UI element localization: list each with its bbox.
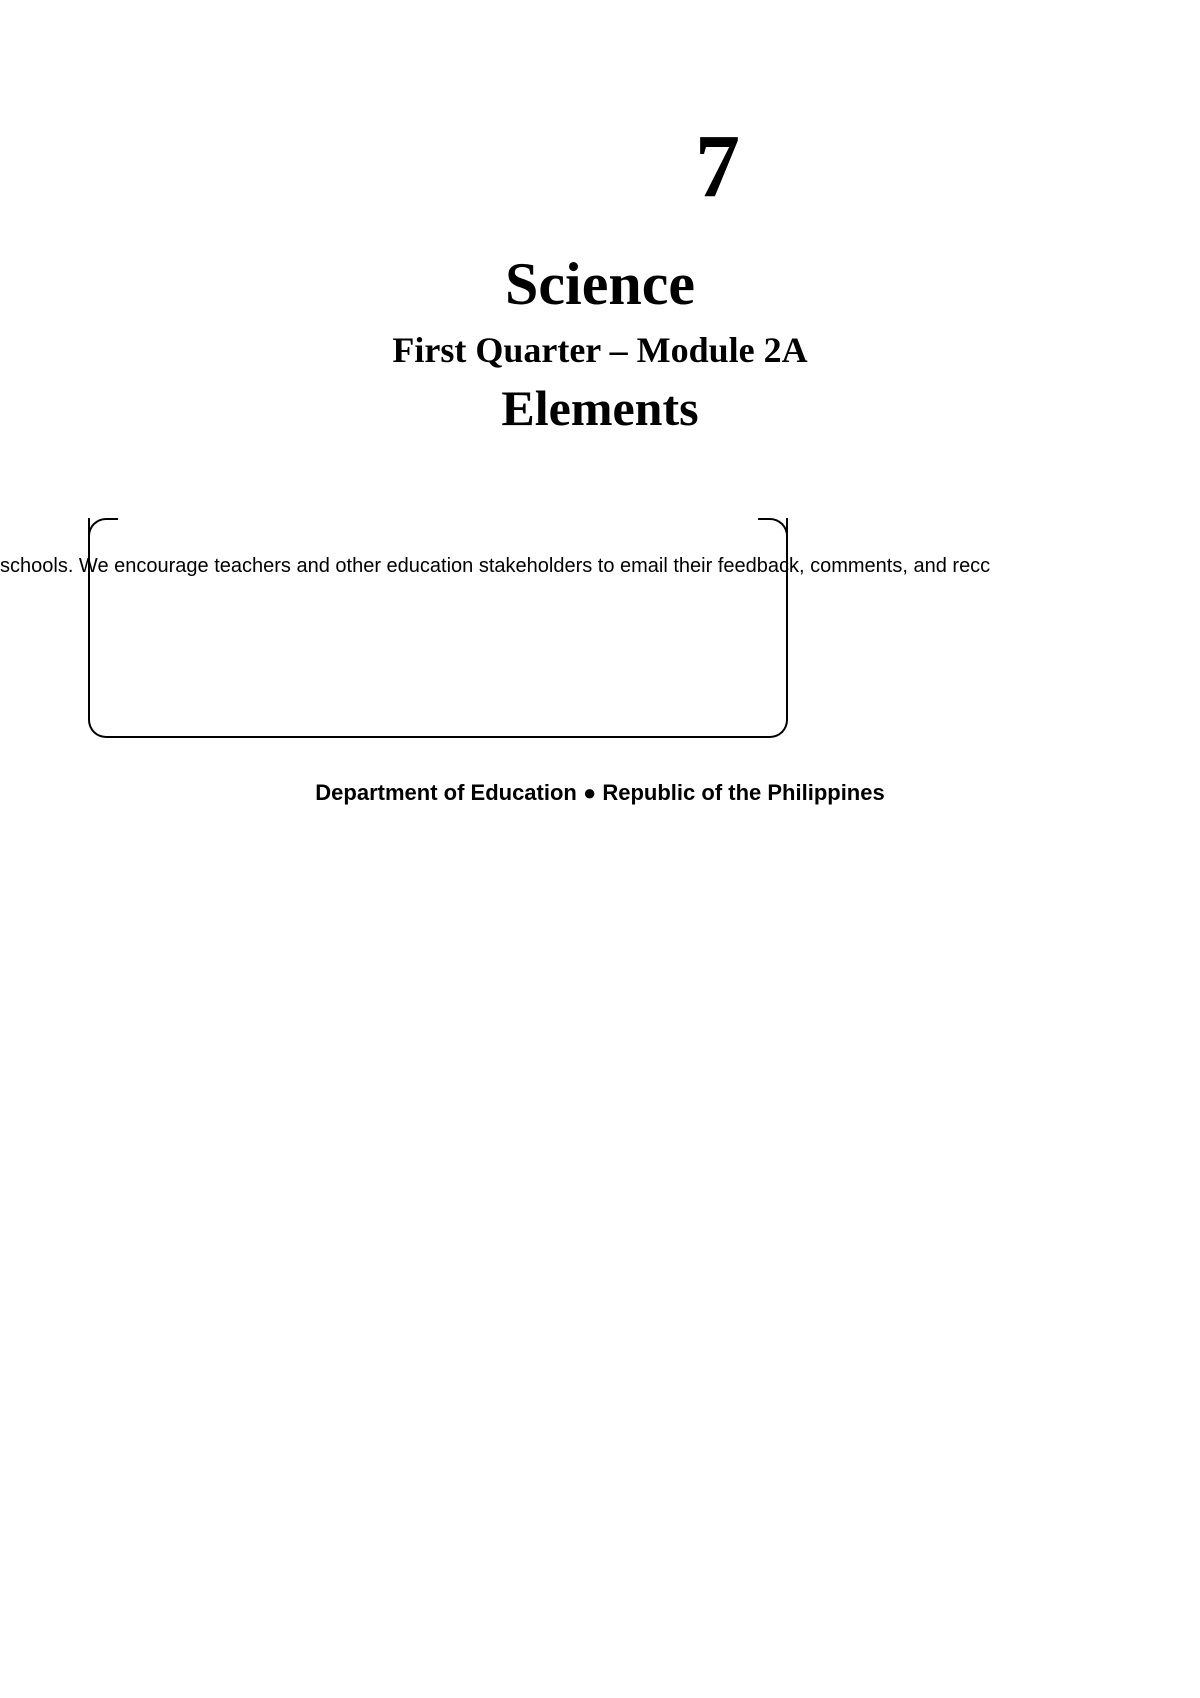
- feedback-text: schools. We encourage teachers and other…: [0, 555, 1200, 578]
- topic-title: Elements: [0, 379, 1200, 437]
- footer-text: Department of Education ● Republic of th…: [0, 780, 1200, 806]
- title-block: Science First Quarter – Module 2A Elemen…: [0, 250, 1200, 437]
- subject-title: Science: [0, 250, 1200, 319]
- grade-number: 7: [695, 115, 740, 218]
- quarter-module-label: First Quarter – Module 2A: [0, 329, 1200, 371]
- feedback-box: [88, 518, 788, 738]
- page-container: 7 Science First Quarter – Module 2A Elem…: [0, 0, 1200, 1698]
